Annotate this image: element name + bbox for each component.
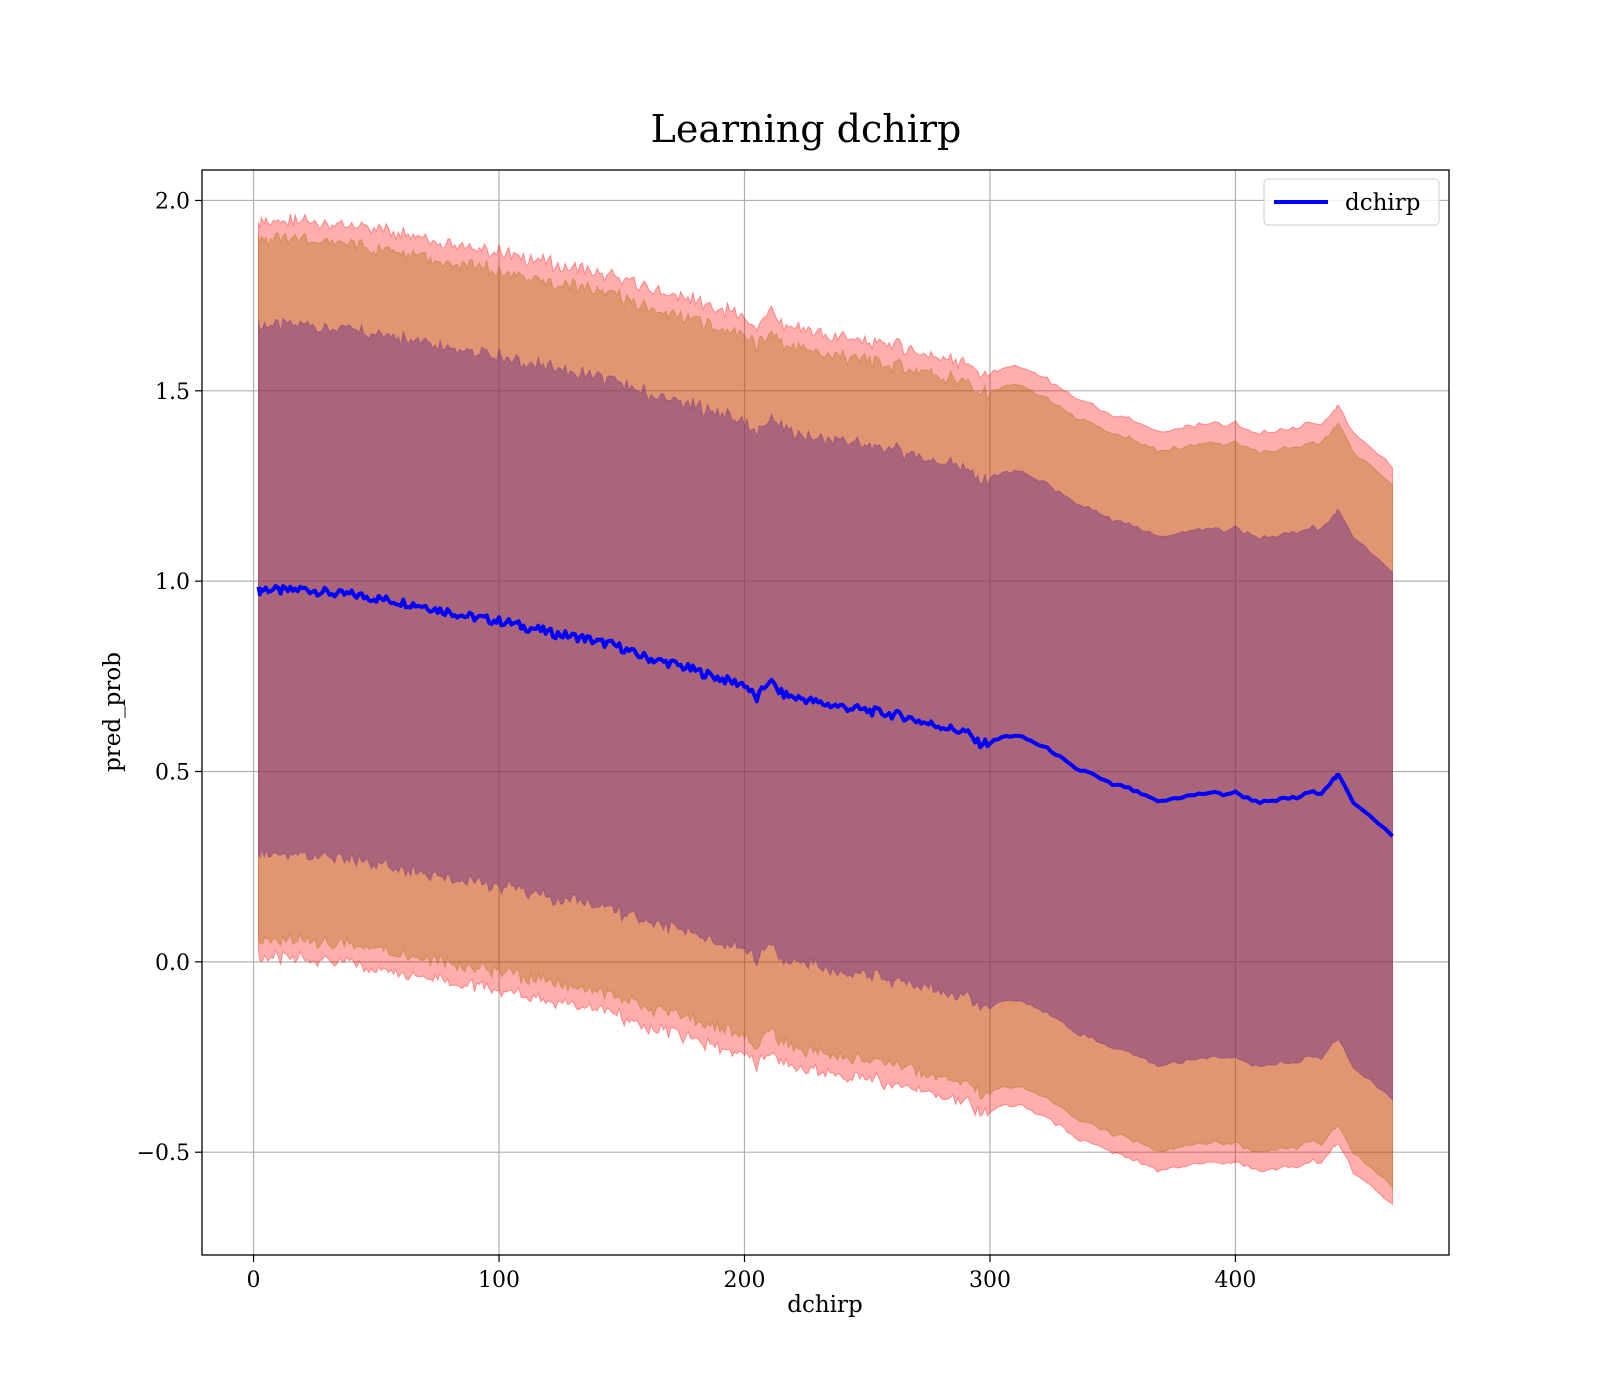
y-tick-label: 0.5 <box>155 761 190 786</box>
tick-layer: 0 100 200 300 400 −0.5 0.0 0.5 1.0 1.5 2.0 <box>137 189 1257 1293</box>
y-tick-label: 1.5 <box>155 380 190 405</box>
chart-title: Learning dchirp <box>651 107 962 151</box>
confidence-band-1 <box>258 213 1393 1206</box>
x-tick-label: 300 <box>969 1268 1011 1293</box>
series-line-dchirp <box>256 584 1394 838</box>
x-tick-label: 0 <box>247 1268 261 1293</box>
legend: dchirp <box>1263 178 1440 226</box>
line-layer <box>256 584 1394 838</box>
x-tick-label: 100 <box>478 1268 520 1293</box>
y-axis-label: pred_prob <box>100 652 126 772</box>
x-axis-label: dchirp <box>787 1292 863 1318</box>
legend-box <box>1263 178 1440 226</box>
legend-label-dchirp: dchirp <box>1345 190 1421 216</box>
x-tick-label: 200 <box>723 1268 765 1293</box>
y-tick-label: −0.5 <box>137 1141 190 1166</box>
plot-area: 0 100 200 300 400 −0.5 0.0 0.5 1.0 1.5 2.0 <box>137 169 1450 1293</box>
confidence-band-3 <box>258 317 1393 1102</box>
plot-frame <box>201 169 1450 1256</box>
band-layer <box>258 213 1393 1206</box>
confidence-band-2 <box>258 232 1393 1190</box>
y-tick-label: 1.0 <box>155 570 190 595</box>
y-tick-label: 2.0 <box>155 189 190 214</box>
y-tick-label: 0.0 <box>155 951 190 976</box>
grid-layer <box>202 170 1449 1255</box>
x-tick-label: 400 <box>1214 1268 1256 1293</box>
